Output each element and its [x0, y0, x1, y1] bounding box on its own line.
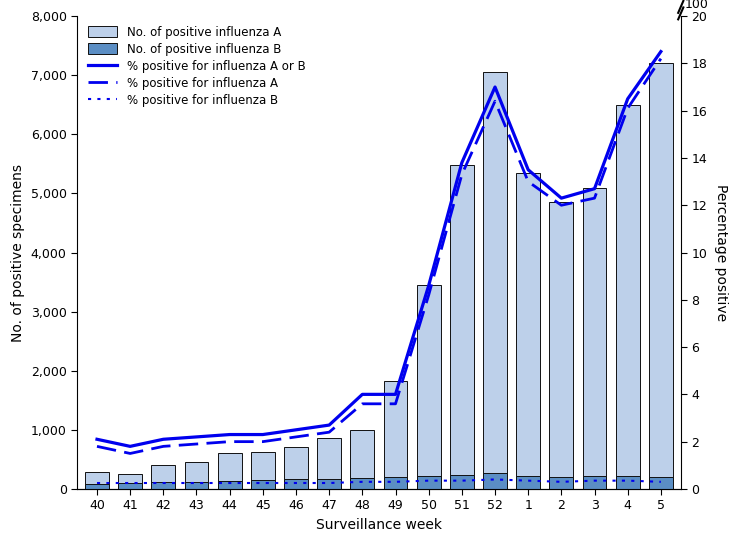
Y-axis label: No. of positive specimens: No. of positive specimens: [11, 163, 25, 342]
Bar: [218, 481, 242, 489]
Bar: [450, 475, 474, 489]
Bar: [483, 72, 507, 489]
X-axis label: Surveillance week: Surveillance week: [316, 518, 442, 532]
Bar: [317, 438, 341, 489]
Bar: [118, 473, 142, 489]
Bar: [251, 480, 275, 489]
Bar: [450, 165, 474, 489]
Bar: [118, 483, 142, 489]
Bar: [151, 465, 175, 489]
Bar: [649, 477, 672, 489]
Bar: [417, 476, 440, 489]
Bar: [185, 482, 208, 489]
Bar: [384, 381, 407, 489]
Bar: [350, 478, 374, 489]
Bar: [549, 477, 573, 489]
Bar: [517, 476, 540, 489]
Bar: [616, 476, 640, 489]
Bar: [85, 472, 109, 489]
Bar: [616, 105, 640, 489]
Bar: [284, 447, 308, 489]
Bar: [317, 479, 341, 489]
Bar: [417, 285, 440, 489]
Bar: [549, 203, 573, 489]
Bar: [218, 453, 242, 489]
Bar: [649, 64, 672, 489]
Bar: [350, 430, 374, 489]
Bar: [185, 462, 208, 489]
Bar: [483, 473, 507, 489]
Bar: [251, 452, 275, 489]
Bar: [151, 482, 175, 489]
Bar: [582, 476, 607, 489]
Bar: [85, 484, 109, 489]
Bar: [284, 479, 308, 489]
Y-axis label: Percentage positive: Percentage positive: [714, 184, 728, 321]
Bar: [582, 187, 607, 489]
Bar: [517, 173, 540, 489]
Text: 100: 100: [684, 0, 709, 11]
Bar: [384, 477, 407, 489]
Legend: No. of positive influenza A, No. of positive influenza B, % positive for influen: No. of positive influenza A, No. of posi…: [83, 21, 310, 112]
